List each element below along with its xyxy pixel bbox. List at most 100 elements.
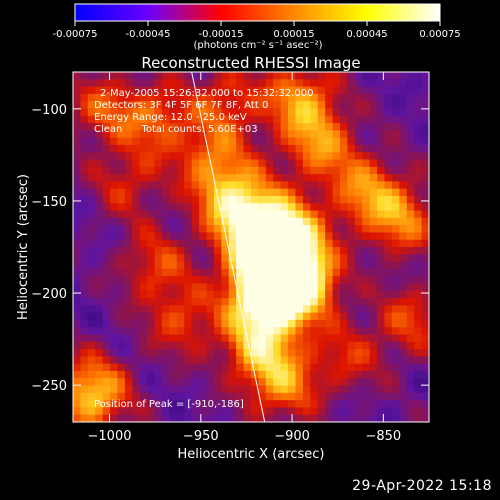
heatmap-cell <box>184 239 193 248</box>
heatmap-cell <box>132 298 141 306</box>
heatmap-cell <box>332 144 341 153</box>
heatmap-cell <box>258 130 267 139</box>
heatmap-cell <box>102 101 111 110</box>
heatmap-cell <box>124 407 133 416</box>
heatmap-cell <box>73 305 82 314</box>
heatmap-cell <box>421 261 429 270</box>
heatmap-cell <box>288 363 297 372</box>
heatmap-cell <box>243 123 252 131</box>
heatmap-cell <box>347 130 356 139</box>
heatmap-cell <box>391 305 400 314</box>
heatmap-cell <box>310 239 319 248</box>
heatmap-cell <box>169 349 178 357</box>
heatmap-cell <box>265 144 274 153</box>
heatmap-cell <box>124 217 133 226</box>
heatmap-cell <box>110 319 119 328</box>
heatmap-cell <box>199 79 208 88</box>
heatmap-cell <box>95 319 104 328</box>
heatmap-cell <box>110 203 119 212</box>
heatmap-cell <box>206 225 215 234</box>
heatmap-cell <box>236 247 245 255</box>
heatmap-cell <box>199 72 208 80</box>
heatmap-cell <box>243 327 252 336</box>
heatmap-cell <box>302 232 311 241</box>
heatmap-cell <box>154 93 163 102</box>
heatmap-cell <box>199 210 208 219</box>
heatmap-cell <box>147 327 156 336</box>
heatmap-cell <box>199 195 208 204</box>
heatmap-cell <box>154 130 163 139</box>
heatmap-cell <box>258 276 267 285</box>
heatmap-cell <box>369 181 378 190</box>
heatmap-cell <box>399 123 408 131</box>
heatmap-cell <box>147 232 156 241</box>
heatmap-cell <box>80 232 89 241</box>
heatmap-cell <box>332 356 341 365</box>
heatmap-cell <box>154 108 163 117</box>
heatmap-cell <box>317 370 326 379</box>
heatmap-cell <box>102 334 111 343</box>
heatmap-cell <box>206 400 215 409</box>
heatmap-cell <box>302 144 311 153</box>
heatmap-cell <box>228 93 237 102</box>
heatmap-cell <box>340 174 349 182</box>
heatmap-cell <box>243 152 252 161</box>
heatmap-cell <box>332 385 341 394</box>
heatmap-cell <box>169 276 178 285</box>
heatmap-cell <box>221 217 230 226</box>
heatmap-cell <box>117 349 126 357</box>
heatmap-cell <box>399 72 408 80</box>
heatmap-cell <box>162 305 171 314</box>
heatmap-cell <box>302 203 311 212</box>
heatmap-cell <box>317 363 326 372</box>
heatmap-cell <box>228 349 237 357</box>
heatmap-cell <box>399 210 408 219</box>
heatmap-cell <box>273 217 282 226</box>
heatmap-cell <box>251 93 260 102</box>
heatmap-cell <box>228 239 237 248</box>
heatmap-cell <box>236 217 245 226</box>
heatmap-cell <box>251 247 260 255</box>
heatmap-cell <box>332 276 341 285</box>
heatmap-cell <box>406 283 415 292</box>
heatmap-cell <box>369 400 378 409</box>
heatmap-cell <box>399 181 408 190</box>
heatmap-cell <box>414 407 423 416</box>
heatmap-cell <box>87 414 96 422</box>
heatmap-cell <box>340 385 349 394</box>
heatmap-cell <box>377 290 386 299</box>
heatmap-cell <box>421 349 429 357</box>
heatmap-cell <box>87 290 96 299</box>
heatmap-cell <box>117 385 126 394</box>
x-axis-label: Heliocentric X (arcsec) <box>178 447 325 462</box>
annotation-block: 2-May-2005 15:26:32.000 to 15:32:32.000 … <box>94 88 313 135</box>
heatmap-cell <box>265 356 274 365</box>
heatmap-cell <box>147 130 156 139</box>
heatmap-cell <box>377 159 386 168</box>
heatmap-cell <box>414 225 423 234</box>
heatmap-cell <box>414 276 423 285</box>
heatmap-cell <box>362 232 371 241</box>
heatmap-cell <box>132 363 141 372</box>
heatmap-cell <box>110 225 119 234</box>
heatmap-cell <box>273 144 282 153</box>
heatmap-cell <box>110 392 119 401</box>
heatmap-cell <box>117 123 126 131</box>
heatmap-cell <box>124 261 133 270</box>
heatmap-cell <box>243 101 252 110</box>
heatmap-cell <box>206 392 215 401</box>
heatmap-cell <box>124 188 133 197</box>
heatmap-cell <box>406 407 415 416</box>
heatmap-cell <box>302 181 311 190</box>
heatmap-cell <box>332 115 341 124</box>
heatmap-cell <box>325 356 334 365</box>
heatmap-cell <box>206 144 215 153</box>
heatmap-cell <box>310 268 319 277</box>
heatmap-cell <box>80 312 89 321</box>
heatmap-cell <box>258 72 267 80</box>
heatmap-cell <box>80 144 89 153</box>
heatmap-cell <box>354 137 363 146</box>
heatmap-cell <box>117 115 126 124</box>
heatmap-cell <box>421 130 429 139</box>
